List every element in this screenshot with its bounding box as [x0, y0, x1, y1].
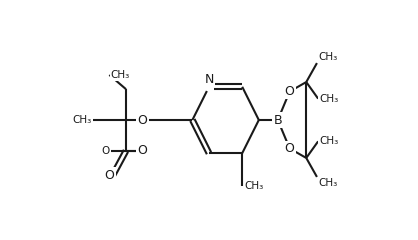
Text: O: O	[138, 144, 148, 157]
Text: CH₃: CH₃	[245, 181, 264, 192]
Text: O: O	[101, 146, 110, 156]
Text: N: N	[204, 73, 214, 86]
Text: CH₃: CH₃	[72, 115, 92, 125]
Text: O: O	[104, 169, 114, 182]
Text: CH₃: CH₃	[110, 70, 130, 80]
Text: CH₃: CH₃	[319, 94, 339, 104]
Text: O: O	[285, 142, 295, 155]
Text: CH₃: CH₃	[318, 178, 337, 188]
Text: B: B	[273, 114, 282, 126]
Text: CH₃: CH₃	[319, 136, 339, 146]
Text: O: O	[138, 114, 148, 126]
Text: CH₃: CH₃	[318, 52, 337, 62]
Text: O: O	[285, 85, 295, 98]
